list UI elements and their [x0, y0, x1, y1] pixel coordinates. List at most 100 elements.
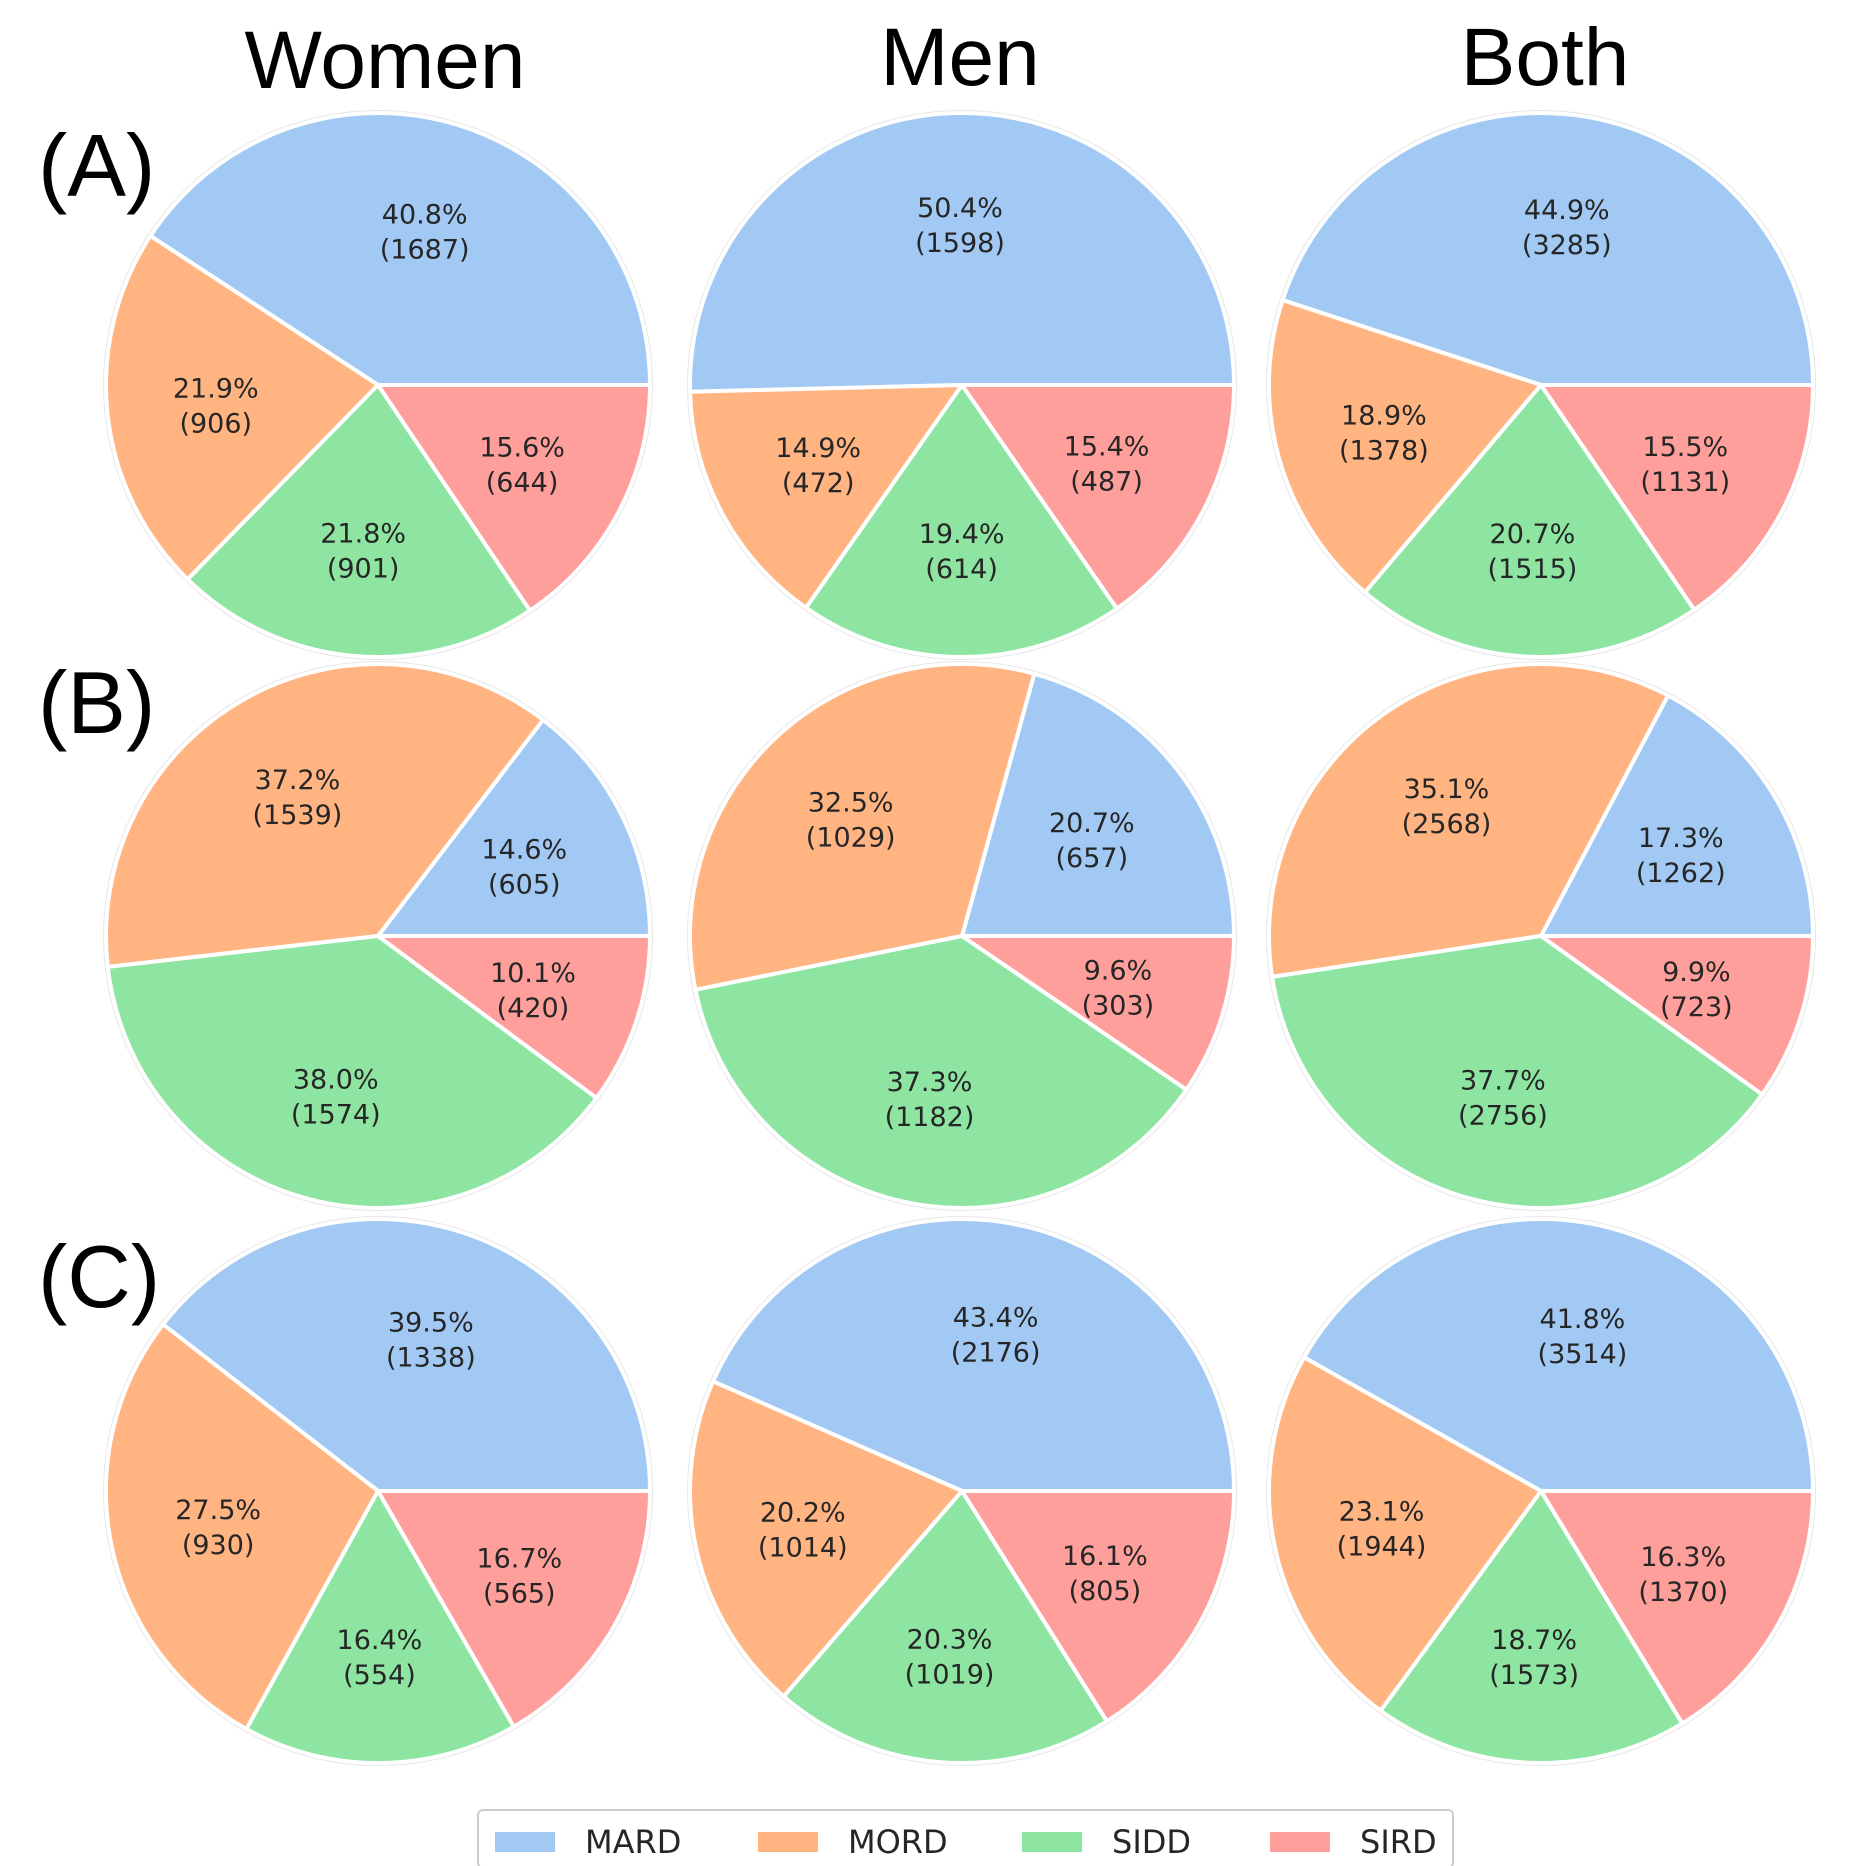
- pie-a-women: 40.8% (1687) 21.9% (906) 21.8% (901) 15.6% (644…: [103, 110, 653, 660]
- pie-a-both: 44.9% (3285) 18.9% (1378) 20.7% (1515) 15.5% (1…: [1266, 110, 1816, 660]
- pie-slice-sird: [376, 934, 652, 1100]
- slice-count-label: (1378): [1339, 435, 1429, 466]
- slice-percent-label: 37.3%: [887, 1067, 973, 1098]
- slice-count-label: (472): [782, 468, 855, 499]
- pie-slice-sidd: [781, 1489, 1109, 1765]
- pie-c-women: 39.5% (1338) 27.5% (930) 16.4% (554) 16.7% (565…: [103, 1216, 653, 1766]
- column-title-both: Both: [1461, 12, 1630, 103]
- legend-swatch-sidd: [1022, 1832, 1082, 1852]
- column-titles: Women Men Both: [244, 12, 1629, 106]
- slice-count-label: (614): [925, 554, 998, 585]
- legend-swatch-mard: [495, 1832, 555, 1852]
- column-title-women: Women: [244, 15, 525, 106]
- slice-percent-label: 21.8%: [320, 519, 406, 550]
- slice-percent-label: 18.9%: [1341, 400, 1427, 431]
- legend-label-mard: MARD: [585, 1823, 681, 1861]
- slice-count-label: (2568): [1402, 809, 1492, 840]
- row-label-a: (A): [38, 116, 155, 215]
- slice-percent-label: 44.9%: [1524, 195, 1610, 226]
- slice-percent-label: 16.1%: [1062, 1541, 1148, 1572]
- slice-percent-label: 37.2%: [255, 765, 341, 796]
- legend: MARD MORD SIDD SIRD: [477, 1809, 1454, 1866]
- slice-count-label: (1029): [806, 823, 896, 854]
- slice-count-label: (901): [327, 554, 400, 585]
- pie-slice-mard: [161, 1217, 652, 1493]
- pie-c-both: 41.8% (3514) 23.1% (1944) 18.7% (1573) 16.3% (1…: [1266, 1216, 1816, 1766]
- pie-slice-mord: [688, 662, 1037, 992]
- legend-swatch-sird: [1270, 1832, 1330, 1852]
- pie-b-women: 14.6% (605) 37.2% (1539) 38.0% (1574) 10.1% (42…: [103, 661, 653, 1211]
- slice-percent-label: 41.8%: [1540, 1304, 1626, 1335]
- slice-count-label: (1262): [1636, 858, 1726, 889]
- legend-label-sidd: SIDD: [1112, 1823, 1191, 1861]
- slice-percent-label: 32.5%: [808, 788, 894, 819]
- slice-count-label: (1574): [291, 1100, 381, 1131]
- slice-count-label: (303): [1082, 990, 1155, 1021]
- slice-percent-label: 50.4%: [917, 193, 1003, 224]
- slice-count-label: (2756): [1458, 1101, 1548, 1132]
- slice-count-label: (3514): [1538, 1339, 1628, 1370]
- pie-slice-mord: [104, 1322, 380, 1732]
- row-labels: (A) (B) (C): [38, 116, 160, 1326]
- pie-slice-sidd: [693, 934, 1189, 1210]
- slice-percent-label: 23.1%: [1339, 1497, 1425, 1528]
- pie-slice-sird: [376, 383, 652, 613]
- pies: 40.8% (1687) 21.9% (906) 21.8% (901) 15.6% (644…: [103, 110, 1816, 1766]
- pie-a-men: 50.4% (1598) 14.9% (472) 19.4% (614) 15.4% (487…: [687, 110, 1237, 660]
- slice-percent-label: 39.5%: [388, 1308, 474, 1339]
- pie-slice-mord: [104, 662, 546, 969]
- slice-percent-label: 35.1%: [1404, 774, 1490, 805]
- pie-slice-sird: [1539, 934, 1815, 1097]
- pie-slice-sird: [960, 1489, 1236, 1724]
- slice-count-label: (420): [497, 993, 570, 1024]
- slice-percent-label: 43.4%: [953, 1302, 1039, 1333]
- pie-slice-sidd: [185, 383, 532, 659]
- pie-slice-sird: [1539, 383, 1815, 612]
- pie-slice-sidd: [1378, 1489, 1685, 1765]
- slice-count-label: (1539): [253, 800, 343, 831]
- pie-slice-sird: [376, 1489, 652, 1729]
- slice-percent-label: 38.0%: [293, 1065, 379, 1096]
- slice-count-label: (1944): [1337, 1532, 1427, 1563]
- pie-c-men: 43.4% (2176) 20.2% (1014) 20.3% (1019) 16.1% (8…: [687, 1216, 1237, 1766]
- legend-swatch-mord: [758, 1832, 818, 1852]
- slice-percent-label: 14.6%: [481, 835, 567, 866]
- row-label-c: (C): [38, 1227, 160, 1326]
- row-label-b: (B): [38, 653, 155, 752]
- slice-count-label: (554): [343, 1660, 416, 1691]
- slice-percent-label: 20.3%: [907, 1625, 993, 1656]
- pie-slice-sird: [1539, 1489, 1815, 1726]
- legend-label-mord: MORD: [848, 1823, 948, 1861]
- slice-percent-label: 18.7%: [1491, 1625, 1577, 1656]
- slice-percent-label: 16.7%: [476, 1544, 562, 1575]
- pie-slice-sidd: [1362, 383, 1697, 659]
- slice-percent-label: 20.7%: [1490, 519, 1576, 550]
- pie-slice-mard: [376, 717, 652, 938]
- legend-frame: [477, 1809, 1454, 1866]
- slice-percent-label: 16.3%: [1640, 1542, 1726, 1573]
- pie-slice-mord: [1267, 1355, 1543, 1713]
- slice-count-label: (930): [182, 1530, 255, 1561]
- slice-count-label: (1014): [758, 1533, 848, 1564]
- slice-count-label: (1338): [386, 1343, 476, 1374]
- pie-slice-mard: [1539, 693, 1815, 938]
- pie-slice-sidd: [804, 383, 1119, 659]
- slice-count-label: (2176): [951, 1337, 1041, 1368]
- column-title-men: Men: [880, 12, 1040, 103]
- slice-percent-label: 15.4%: [1064, 432, 1150, 463]
- slice-percent-label: 20.2%: [760, 1498, 846, 1529]
- slice-percent-label: 40.8%: [382, 200, 468, 231]
- pie-slice-mard: [688, 111, 1236, 394]
- pie-slice-mord: [688, 383, 964, 610]
- slice-percent-label: 21.9%: [173, 374, 259, 405]
- pie-slice-mard: [1280, 111, 1815, 387]
- slice-count-label: (1019): [905, 1660, 995, 1691]
- slice-count-label: (565): [483, 1579, 556, 1610]
- slice-percent-label: 37.7%: [1460, 1066, 1546, 1097]
- pie-b-men: 20.7% (657) 32.5% (1029) 37.3% (1182) 9.6% (303…: [687, 661, 1237, 1211]
- pie-slice-sidd: [1270, 934, 1765, 1210]
- slice-count-label: (3285): [1522, 230, 1612, 261]
- slice-percent-label: 9.6%: [1084, 955, 1153, 986]
- pie-slice-sidd: [244, 1489, 516, 1765]
